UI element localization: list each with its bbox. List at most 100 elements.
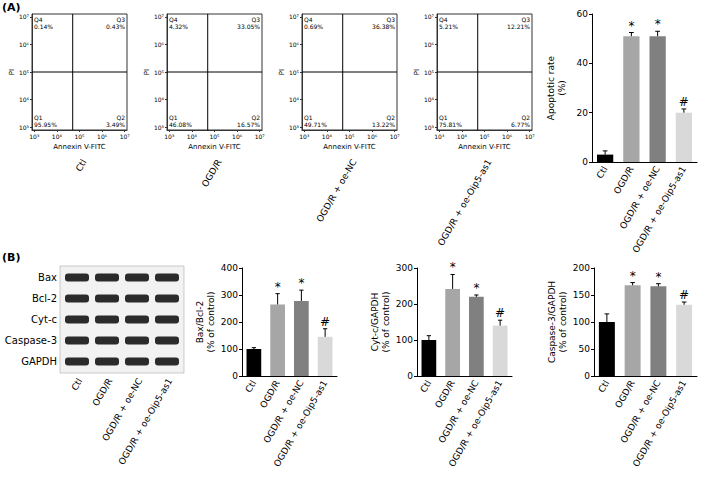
svg-text:Q3: Q3 — [386, 16, 395, 23]
svg-text:*: * — [450, 260, 456, 274]
svg-text:OGD/R: OGD/R — [612, 164, 636, 195]
svg-text:10⁶: 10⁶ — [154, 41, 165, 48]
svg-text:*: * — [473, 281, 479, 295]
svg-text:10⁴: 10⁴ — [289, 96, 300, 103]
svg-text:5.21%: 5.21% — [439, 23, 458, 30]
svg-text:Q2: Q2 — [251, 114, 260, 121]
svg-text:Q3: Q3 — [251, 16, 260, 23]
svg-text:#: # — [495, 306, 505, 320]
svg-text:Q1: Q1 — [439, 114, 448, 121]
svg-text:Apoptotic rate: Apoptotic rate — [546, 55, 556, 120]
svg-text:10⁵: 10⁵ — [19, 69, 30, 76]
svg-text:75.81%: 75.81% — [439, 121, 462, 128]
svg-text:6.77%: 6.77% — [511, 121, 530, 128]
svg-text:(%): (%) — [557, 80, 567, 96]
svg-text:OGD/R + oe-Oip5-as1: OGD/R + oe-Oip5-as1 — [272, 378, 330, 468]
svg-text:*: * — [275, 280, 281, 294]
svg-text:10⁶: 10⁶ — [289, 41, 300, 48]
svg-text:Q4: Q4 — [439, 16, 448, 23]
svg-text:OGD/R + oe-Oip5-as1: OGD/R + oe-Oip5-as1 — [630, 164, 688, 254]
svg-text:#: # — [679, 95, 689, 109]
svg-text:10⁶: 10⁶ — [367, 133, 378, 140]
svg-text:10⁵: 10⁵ — [209, 133, 220, 140]
svg-text:10³: 10³ — [164, 133, 175, 140]
svg-text:100: 100 — [396, 335, 413, 345]
svg-text:OGD/R: OGD/R — [91, 376, 115, 407]
svg-text:0.43%: 0.43% — [106, 23, 125, 30]
svg-text:95.95%: 95.95% — [34, 121, 57, 128]
svg-text:Cyt-c: Cyt-c — [31, 314, 57, 325]
svg-text:*: * — [298, 276, 304, 290]
svg-text:0: 0 — [407, 371, 413, 381]
svg-text:(B): (B) — [2, 251, 20, 264]
svg-text:10⁷: 10⁷ — [120, 133, 131, 140]
svg-text:300: 300 — [221, 290, 238, 300]
svg-text:10⁵: 10⁵ — [424, 69, 435, 76]
svg-text:Annexin V-FITC: Annexin V-FITC — [458, 143, 510, 151]
svg-text:Ctl: Ctl — [595, 164, 610, 180]
svg-text:0: 0 — [232, 371, 238, 381]
svg-text:10³: 10³ — [154, 124, 165, 131]
svg-text:10⁷: 10⁷ — [255, 133, 266, 140]
svg-text:10³: 10³ — [434, 133, 445, 140]
svg-text:Annexin V-FITC: Annexin V-FITC — [323, 143, 375, 151]
svg-text:10³: 10³ — [424, 124, 435, 131]
svg-text:10⁴: 10⁴ — [187, 133, 198, 140]
svg-text:46.08%: 46.08% — [169, 121, 192, 128]
svg-text:Q1: Q1 — [169, 114, 178, 121]
svg-text:10³: 10³ — [299, 133, 310, 140]
svg-text:Q2: Q2 — [521, 114, 530, 121]
svg-text:*: * — [655, 17, 661, 31]
svg-text:33.05%: 33.05% — [237, 23, 260, 30]
svg-text:10⁴: 10⁴ — [424, 96, 435, 103]
svg-text:100: 100 — [221, 344, 238, 354]
svg-text:Ctl: Ctl — [70, 376, 85, 392]
svg-text:*: * — [655, 270, 661, 284]
svg-text:150: 150 — [573, 290, 590, 300]
svg-text:OGD/R + oe-Oip5-as1: OGD/R + oe-Oip5-as1 — [447, 378, 505, 468]
svg-text:16.57%: 16.57% — [237, 121, 260, 128]
svg-text:Q3: Q3 — [116, 16, 125, 23]
svg-text:10⁴: 10⁴ — [322, 133, 333, 140]
svg-text:4.32%: 4.32% — [169, 23, 188, 30]
svg-text:#: # — [679, 288, 689, 302]
svg-text:Bax/Bcl-2: Bax/Bcl-2 — [195, 301, 205, 344]
svg-text:OGD/R: OGD/R — [258, 378, 282, 409]
svg-text:(A): (A) — [2, 1, 21, 14]
svg-text:10⁵: 10⁵ — [344, 133, 355, 140]
svg-text:*: * — [628, 19, 634, 33]
svg-text:OGD/R: OGD/R — [433, 378, 457, 409]
svg-text:40: 40 — [577, 58, 589, 68]
svg-text:OGD/R: OGD/R — [200, 157, 224, 188]
svg-text:Ctl: Ctl — [243, 378, 258, 394]
svg-text:10³: 10³ — [289, 124, 300, 131]
svg-text:400: 400 — [221, 263, 238, 273]
svg-text:(% of control): (% of control) — [558, 291, 568, 352]
svg-text:Caspase-3: Caspase-3 — [5, 335, 57, 346]
svg-text:Q1: Q1 — [304, 114, 313, 121]
svg-text:10⁵: 10⁵ — [74, 133, 85, 140]
svg-text:Ctl: Ctl — [74, 157, 89, 173]
svg-text:Q1: Q1 — [34, 114, 43, 121]
svg-text:(% of control): (% of control) — [206, 291, 216, 352]
svg-text:0: 0 — [582, 157, 588, 167]
svg-text:Annexin V-FITC: Annexin V-FITC — [53, 143, 105, 151]
svg-text:OGD/R + oe-Oip5-as1: OGD/R + oe-Oip5-as1 — [631, 378, 689, 468]
svg-text:60: 60 — [577, 9, 589, 19]
svg-text:10⁴: 10⁴ — [52, 133, 63, 140]
svg-text:0.14%: 0.14% — [34, 23, 53, 30]
svg-text:Q4: Q4 — [304, 16, 313, 23]
svg-text:10⁵: 10⁵ — [479, 133, 490, 140]
svg-text:PI: PI — [8, 69, 16, 75]
svg-text:10⁷: 10⁷ — [424, 13, 435, 20]
svg-text:200: 200 — [396, 299, 413, 309]
svg-text:Q4: Q4 — [34, 16, 43, 23]
svg-text:12.21%: 12.21% — [507, 23, 530, 30]
svg-text:Q2: Q2 — [386, 114, 395, 121]
svg-text:10⁶: 10⁶ — [502, 133, 513, 140]
svg-text:10⁵: 10⁵ — [154, 69, 165, 76]
svg-text:PI: PI — [413, 69, 421, 75]
svg-text:PI: PI — [143, 69, 151, 75]
svg-text:10⁶: 10⁶ — [97, 133, 108, 140]
svg-text:OGD/R + oe-Oip5-as1: OGD/R + oe-Oip5-as1 — [117, 376, 175, 466]
